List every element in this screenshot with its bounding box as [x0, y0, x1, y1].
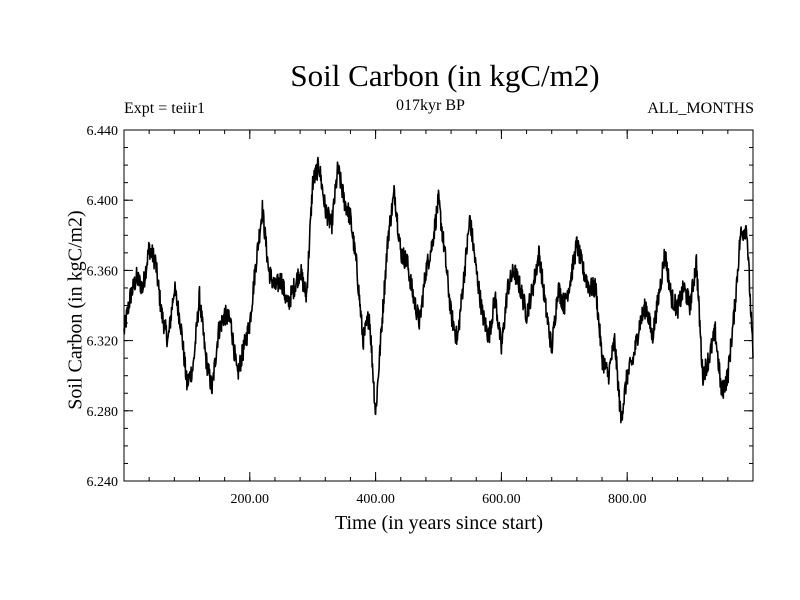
plot-frame [123, 129, 754, 482]
chart-title: Soil Carbon (in kgC/m2) [290, 58, 600, 93]
y-tick-label: 6.400 [87, 194, 119, 209]
x-axis-label: Time (in years since start) [334, 512, 544, 534]
x-tick-label: 800.00 [608, 492, 647, 507]
y-tick-label: 6.440 [87, 124, 119, 139]
months-label: ALL_MONTHS [647, 100, 754, 117]
x-tick-label: 200.00 [231, 492, 270, 507]
series-layer [123, 156, 754, 424]
y-tick-label: 6.240 [87, 475, 119, 490]
experiment-label: Expt = teiir1 [124, 100, 206, 117]
y-tick-label: 6.360 [87, 264, 119, 279]
soil-carbon-series-line [123, 156, 754, 424]
x-tick-label: 600.00 [482, 492, 521, 507]
period-label: 017kyr BP [396, 97, 465, 114]
x-tick-label: 400.00 [356, 492, 395, 507]
y-tick-label: 6.280 [87, 405, 119, 420]
ticks-layer [124, 129, 753, 482]
tick-labels-layer: 200.00 400.00 600.00 800.00 6.240 6.280 6.320 6… [87, 124, 647, 507]
y-tick-label: 6.320 [87, 335, 119, 350]
